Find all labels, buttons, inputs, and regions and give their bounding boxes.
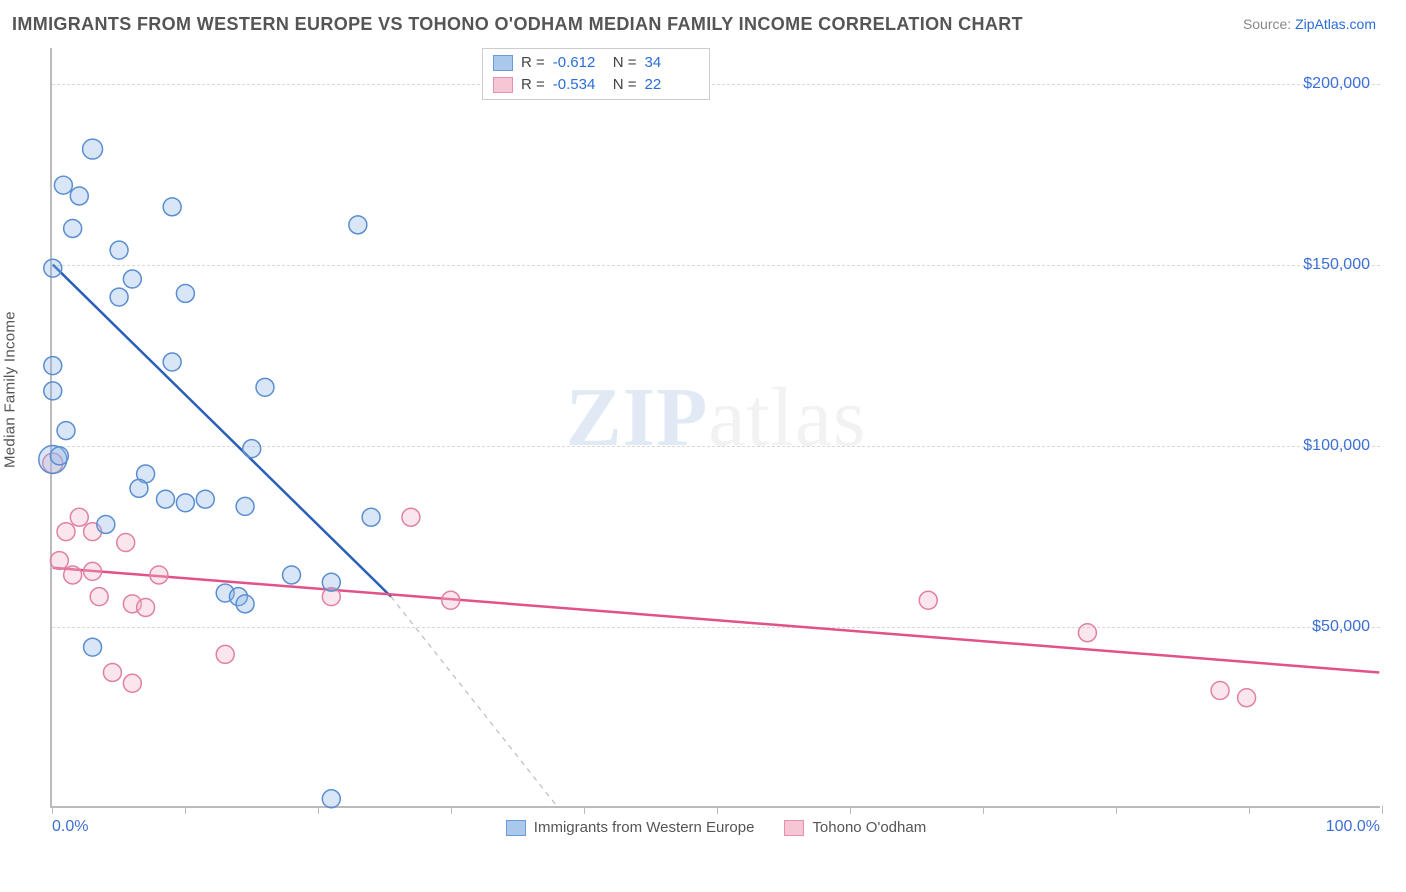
correlation-stats-box: R = -0.612 N = 34 R = -0.534 N = 22	[482, 48, 710, 100]
scatter-point	[44, 382, 62, 400]
x-tick-mark	[850, 806, 851, 814]
x-tick-mark	[1382, 806, 1383, 814]
regression-line	[391, 597, 557, 806]
scatter-point	[84, 562, 102, 580]
scatter-point	[84, 638, 102, 656]
r-pink: -0.534	[553, 74, 605, 96]
x-tick-mark	[1116, 806, 1117, 814]
r-label: R =	[521, 52, 545, 74]
scatter-point	[57, 523, 75, 541]
scatter-point	[110, 288, 128, 306]
scatter-point	[1238, 689, 1256, 707]
x-tick-mark	[52, 806, 53, 814]
swatch-pink	[493, 77, 513, 93]
y-tick-label: $150,000	[1303, 256, 1370, 274]
legend-item-blue: Immigrants from Western Europe	[506, 819, 755, 836]
swatch-blue	[493, 55, 513, 71]
scatter-point	[1211, 682, 1229, 700]
scatter-point	[57, 422, 75, 440]
scatter-point	[1078, 624, 1096, 642]
x-tick-mark	[185, 806, 186, 814]
n-pink: 22	[645, 74, 697, 96]
scatter-point	[236, 595, 254, 613]
stats-row-pink: R = -0.534 N = 22	[493, 74, 697, 96]
y-tick-label: $100,000	[1303, 437, 1370, 455]
n-label: N =	[613, 52, 637, 74]
scatter-point	[83, 139, 103, 159]
scatter-point	[64, 566, 82, 584]
scatter-point	[163, 198, 181, 216]
scatter-point	[110, 241, 128, 259]
x-tick-mark	[584, 806, 585, 814]
source-attribution: Source: ZipAtlas.com	[1243, 16, 1376, 32]
scatter-point	[402, 508, 420, 526]
chart-title: IMMIGRANTS FROM WESTERN EUROPE VS TOHONO…	[12, 14, 1023, 35]
y-tick-label: $50,000	[1312, 618, 1370, 636]
scatter-point	[54, 176, 72, 194]
scatter-point	[44, 357, 62, 375]
x-tick-mark	[318, 806, 319, 814]
x-tick-mark	[983, 806, 984, 814]
scatter-point	[236, 497, 254, 515]
x-tick-mark	[1249, 806, 1250, 814]
scatter-point	[103, 663, 121, 681]
scatter-point	[216, 645, 234, 663]
scatter-point	[50, 552, 68, 570]
scatter-point	[64, 219, 82, 237]
scatter-point	[150, 566, 168, 584]
scatter-point	[256, 378, 274, 396]
scatter-point	[322, 573, 340, 591]
bottom-legend: Immigrants from Western Europe Tohono O'…	[52, 819, 1380, 836]
scatter-point	[70, 187, 88, 205]
legend-label-blue: Immigrants from Western Europe	[534, 819, 755, 836]
scatter-point	[50, 447, 68, 465]
regression-line	[53, 568, 1380, 673]
plot-area: ZIPatlas R = -0.612 N = 34 R = -0.534 N …	[50, 48, 1380, 808]
scatter-point	[349, 216, 367, 234]
source-prefix: Source:	[1243, 16, 1295, 32]
scatter-point	[919, 591, 937, 609]
scatter-point	[163, 353, 181, 371]
scatter-point	[442, 591, 460, 609]
source-link[interactable]: ZipAtlas.com	[1295, 16, 1376, 32]
r-blue: -0.612	[553, 52, 605, 74]
chart-container: Median Family Income ZIPatlas R = -0.612…	[0, 48, 1406, 848]
scatter-point	[130, 479, 148, 497]
scatter-point	[283, 566, 301, 584]
n-blue: 34	[645, 52, 697, 74]
scatter-point	[97, 515, 115, 533]
r-label: R =	[521, 74, 545, 96]
regression-line	[53, 265, 391, 597]
scatter-point	[157, 490, 175, 508]
n-label: N =	[613, 74, 637, 96]
scatter-point	[362, 508, 380, 526]
y-axis-label: Median Family Income	[2, 311, 19, 468]
scatter-point	[123, 270, 141, 288]
scatter-point	[117, 534, 135, 552]
scatter-point	[123, 674, 141, 692]
scatter-point	[322, 790, 340, 808]
legend-label-pink: Tohono O'odham	[812, 819, 926, 836]
legend-swatch-pink	[784, 820, 804, 836]
x-tick-mark	[717, 806, 718, 814]
scatter-point	[196, 490, 214, 508]
scatter-point	[176, 494, 194, 512]
scatter-point	[176, 284, 194, 302]
scatter-point	[137, 598, 155, 616]
scatter-point	[243, 440, 261, 458]
y-tick-label: $200,000	[1303, 75, 1370, 93]
scatter-point	[70, 508, 88, 526]
legend-item-pink: Tohono O'odham	[784, 819, 926, 836]
chart-svg	[52, 48, 1380, 806]
x-tick-mark	[451, 806, 452, 814]
legend-swatch-blue	[506, 820, 526, 836]
scatter-point	[44, 259, 62, 277]
stats-row-blue: R = -0.612 N = 34	[493, 52, 697, 74]
scatter-point	[90, 588, 108, 606]
